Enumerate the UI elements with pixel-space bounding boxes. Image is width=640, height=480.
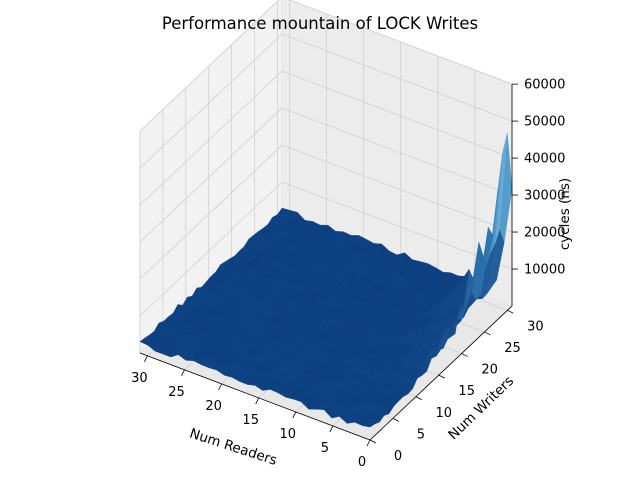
grid-line-z-left <box>139 70 283 206</box>
y-axis-label: Num Writers <box>445 373 517 443</box>
grid-line-z-right <box>281 70 513 159</box>
y-tick-mark <box>438 374 445 379</box>
y-tick-label: 25 <box>504 341 521 356</box>
y-tick-mark <box>507 309 514 314</box>
x-tick-mark <box>181 369 185 377</box>
axis-lines <box>139 83 518 447</box>
y-tick-label: 10 <box>436 406 453 421</box>
y-tick-label: 20 <box>481 363 498 378</box>
surface-facet <box>361 422 376 428</box>
y-tick-mark <box>392 418 400 422</box>
x-tick-label: 30 <box>131 371 148 386</box>
x-tick-label: 20 <box>205 399 222 414</box>
y-axis-line <box>369 305 513 441</box>
x-tick-mark <box>292 411 297 419</box>
x-tick-mark <box>366 439 371 447</box>
x-tick-label: 10 <box>280 427 297 442</box>
x-tick-mark <box>218 383 222 391</box>
x-tick-mark <box>329 425 334 433</box>
grid-line-z-left <box>139 33 283 169</box>
x-tick-label: 15 <box>242 413 259 428</box>
grid-line-z-right <box>281 107 513 196</box>
y-tick-mark <box>484 331 491 336</box>
y-tick-label: 15 <box>458 384 475 399</box>
x-tick-mark <box>144 355 148 362</box>
z-tick-label: 50000 <box>524 115 565 130</box>
y-tick-label: 0 <box>394 449 402 464</box>
z-tick-label: 60000 <box>524 78 565 93</box>
grid-line-z-right <box>288 0 513 85</box>
grid-line-z-left <box>139 107 283 243</box>
y-tick-label: 5 <box>417 427 425 442</box>
x-tick-label: 0 <box>358 455 366 470</box>
surface-mesh <box>139 132 513 428</box>
x-tick-label: 25 <box>168 385 185 400</box>
y-tick-mark <box>461 353 468 357</box>
z-tick-label: 20000 <box>524 226 565 241</box>
grid-line-z-right <box>281 33 513 122</box>
grid-line-z-right <box>281 181 513 270</box>
z-axis-label: cycles (ns) <box>557 178 573 250</box>
x-tick-mark <box>255 397 260 405</box>
z-tick-label: 30000 <box>524 189 565 204</box>
x-axis-line <box>139 352 371 441</box>
y-tick-label: 30 <box>527 319 544 334</box>
grid-line-z-right <box>281 144 513 233</box>
grid-line-z-left <box>139 0 280 132</box>
y-tick-mark <box>415 396 422 401</box>
x-tick-label: 5 <box>321 441 329 456</box>
y-tick-mark <box>369 439 377 444</box>
z-tick-label: 10000 <box>524 263 565 278</box>
z-tick-label: 40000 <box>524 152 565 167</box>
chart-title: Performance mountain of LOCK Writes <box>162 14 478 33</box>
grid-line-z-left <box>139 144 283 280</box>
x-axis-label: Num Readers <box>188 426 279 469</box>
grid-line-z-left <box>139 181 283 317</box>
